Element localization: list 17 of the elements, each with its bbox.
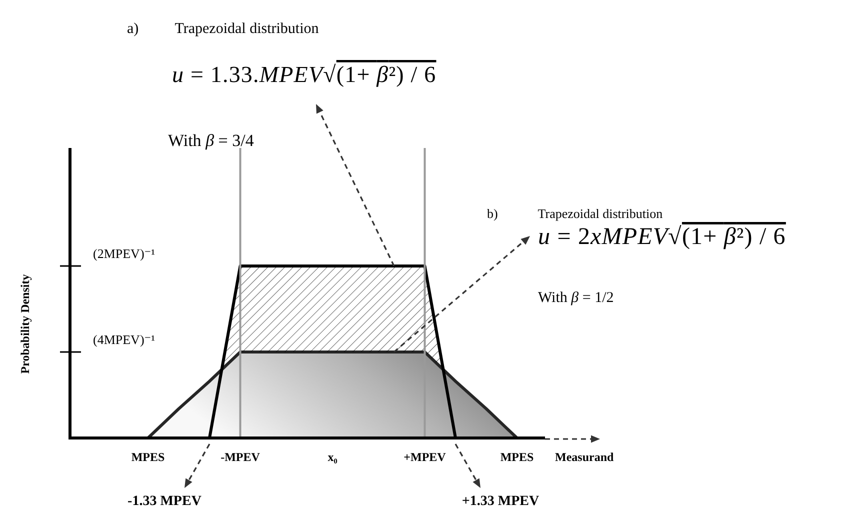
text: u = 1.33.MPEV√(1+ β²) / 6 (172, 62, 436, 87)
text: Probability Density (18, 274, 32, 374)
text: u = 2xMPEV√(1+ β²) / 6 (538, 224, 786, 250)
text: With β = 1/2 (538, 290, 614, 306)
x-tick-label: MPES (131, 450, 165, 464)
text: a) Trapezoidal distribution (127, 21, 319, 37)
text: +1.33 MPEV (462, 494, 540, 509)
text: (2MPEV)⁻¹ (93, 246, 156, 261)
x-tick-label: -MPEV (220, 450, 260, 464)
text: -1.33 MPEV (128, 494, 202, 509)
x-axis-title: Measurand (555, 450, 614, 464)
x-tick-label: x₀ (328, 450, 338, 464)
text: b) Trapezoidal distribution (487, 206, 663, 221)
x-tick-label: MPES (500, 450, 534, 464)
x-tick-label: +MPEV (404, 450, 446, 464)
annotation: (4MPEV)⁻¹ (93, 332, 156, 347)
text: With β = 3/4 (168, 131, 254, 150)
